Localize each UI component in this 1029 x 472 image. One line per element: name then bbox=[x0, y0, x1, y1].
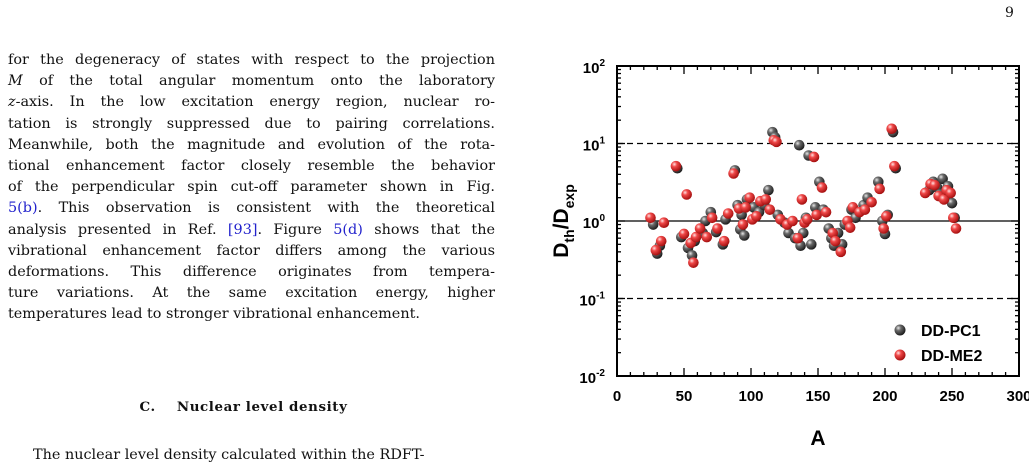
data-point bbox=[760, 194, 772, 205]
data-point bbox=[718, 235, 730, 247]
text-line: deformations. This difference originates… bbox=[8, 264, 495, 281]
reference-link[interactable]: [93] bbox=[227, 221, 258, 238]
data-point bbox=[650, 244, 662, 256]
data-point bbox=[690, 231, 702, 243]
legend-marker bbox=[894, 349, 906, 361]
data-point bbox=[938, 194, 950, 205]
data-point bbox=[740, 202, 751, 213]
text-line: for the degeneracy of states with respec… bbox=[8, 52, 495, 68]
reference-link[interactable]: 5(d) bbox=[333, 221, 363, 238]
data-point bbox=[830, 235, 841, 247]
data-point bbox=[701, 231, 713, 243]
y-tick-labels: 10-2 10-1 100 101 102 bbox=[579, 58, 605, 387]
x-tick-label: 0 bbox=[613, 388, 621, 405]
data-point bbox=[937, 173, 948, 185]
data-point bbox=[919, 187, 931, 199]
data-point bbox=[688, 257, 699, 268]
data-point bbox=[874, 183, 885, 195]
data-point bbox=[712, 223, 723, 234]
data-point bbox=[881, 210, 892, 222]
data-point bbox=[763, 184, 774, 196]
x-tick-label: 250 bbox=[939, 388, 964, 405]
data-point bbox=[929, 179, 940, 191]
data-point bbox=[827, 227, 839, 239]
data-point bbox=[946, 197, 958, 209]
body-paragraph: for the degeneracy of states with respec… bbox=[8, 50, 495, 326]
y-tick-label: 10-2 bbox=[579, 368, 605, 387]
data-point bbox=[793, 139, 805, 151]
data-point bbox=[796, 194, 808, 205]
data-point bbox=[787, 215, 798, 227]
plot-frame bbox=[616, 65, 1020, 377]
data-point bbox=[744, 192, 755, 203]
data-point bbox=[945, 187, 956, 199]
x-tick-label: 100 bbox=[738, 388, 763, 405]
data-point bbox=[658, 217, 670, 229]
data-point bbox=[681, 189, 692, 200]
legend: DD-PC1 DD-ME2 bbox=[894, 323, 982, 365]
text-line: tation is strongly suppressed due to pai… bbox=[8, 115, 495, 132]
data-point bbox=[808, 151, 820, 163]
text-line: tional enhancement factor closely resemb… bbox=[8, 158, 495, 175]
data-point bbox=[886, 123, 897, 135]
text-line: z-axis. In the low excitation energy reg… bbox=[8, 94, 495, 111]
data-point bbox=[737, 219, 749, 230]
data-point bbox=[739, 230, 750, 241]
text-line: vibrational enhancement factor differs a… bbox=[8, 242, 495, 259]
data-point bbox=[820, 206, 832, 218]
text-line: ture variations. At the same excitation … bbox=[8, 285, 495, 302]
x-tick-label: 150 bbox=[805, 388, 830, 405]
reference-link[interactable]: 5(b) bbox=[8, 200, 38, 217]
text-line: 5(b). This observation is consistent wit… bbox=[8, 200, 495, 217]
y-tick-label: 100 bbox=[583, 213, 606, 232]
page-number: 9 bbox=[1005, 5, 1014, 21]
data-point bbox=[950, 223, 962, 234]
legend-label: DD-ME2 bbox=[921, 348, 982, 365]
data-point bbox=[694, 223, 706, 234]
data-point bbox=[678, 228, 690, 240]
data-point bbox=[844, 222, 856, 233]
data-point bbox=[866, 196, 877, 208]
data-point bbox=[670, 160, 682, 172]
text-line: temperatures lead to stronger vibrationa… bbox=[8, 306, 420, 323]
y-tick-label: 102 bbox=[583, 58, 606, 77]
data-point bbox=[751, 210, 762, 222]
x-tick-label: 200 bbox=[872, 388, 897, 405]
data-point bbox=[728, 168, 739, 179]
x-axis-label: A bbox=[810, 427, 825, 450]
data-point bbox=[706, 212, 718, 224]
section-heading: C. Nuclear level density bbox=[139, 399, 348, 415]
data-point bbox=[889, 160, 900, 172]
data-point bbox=[806, 239, 817, 250]
data-point bbox=[764, 204, 776, 215]
data-point bbox=[878, 223, 889, 234]
legend-label: DD-PC1 bbox=[921, 323, 981, 340]
legend-marker bbox=[894, 324, 906, 336]
text-line: M of the total angular momentum onto the… bbox=[8, 73, 495, 90]
data-point bbox=[801, 214, 813, 225]
text-line: analysis presented in Ref. [93]. Figure … bbox=[8, 221, 495, 238]
next-paragraph-start: The nuclear level density calculated wit… bbox=[33, 447, 425, 463]
data-point bbox=[811, 209, 822, 221]
x-tick-label: 300 bbox=[1006, 388, 1029, 405]
y-tick-label: 101 bbox=[583, 136, 606, 155]
data-point bbox=[645, 212, 656, 224]
data-point bbox=[655, 235, 667, 247]
scatter-chart: 0 50 100 150 200 250 300 10-2 10-1 100 101 102 A D… bbox=[550, 58, 1029, 450]
data-point bbox=[792, 232, 804, 244]
data-point bbox=[948, 212, 959, 224]
data-point bbox=[722, 208, 734, 219]
x-tick-label: 50 bbox=[676, 388, 693, 405]
x-tick-labels: 0 50 100 150 200 250 300 bbox=[613, 388, 1029, 405]
data-point bbox=[835, 246, 847, 258]
text-line: Meanwhile, both the magnitude and evolut… bbox=[8, 136, 495, 153]
data-point bbox=[859, 204, 871, 215]
y-axis-label: Dth/Dexp bbox=[550, 184, 577, 258]
data-point bbox=[771, 136, 782, 148]
text-line: of the perpendicular spin cut-off parame… bbox=[8, 179, 495, 196]
y-tick-label: 10-1 bbox=[579, 291, 605, 310]
data-points bbox=[645, 123, 962, 268]
data-point bbox=[816, 182, 828, 193]
